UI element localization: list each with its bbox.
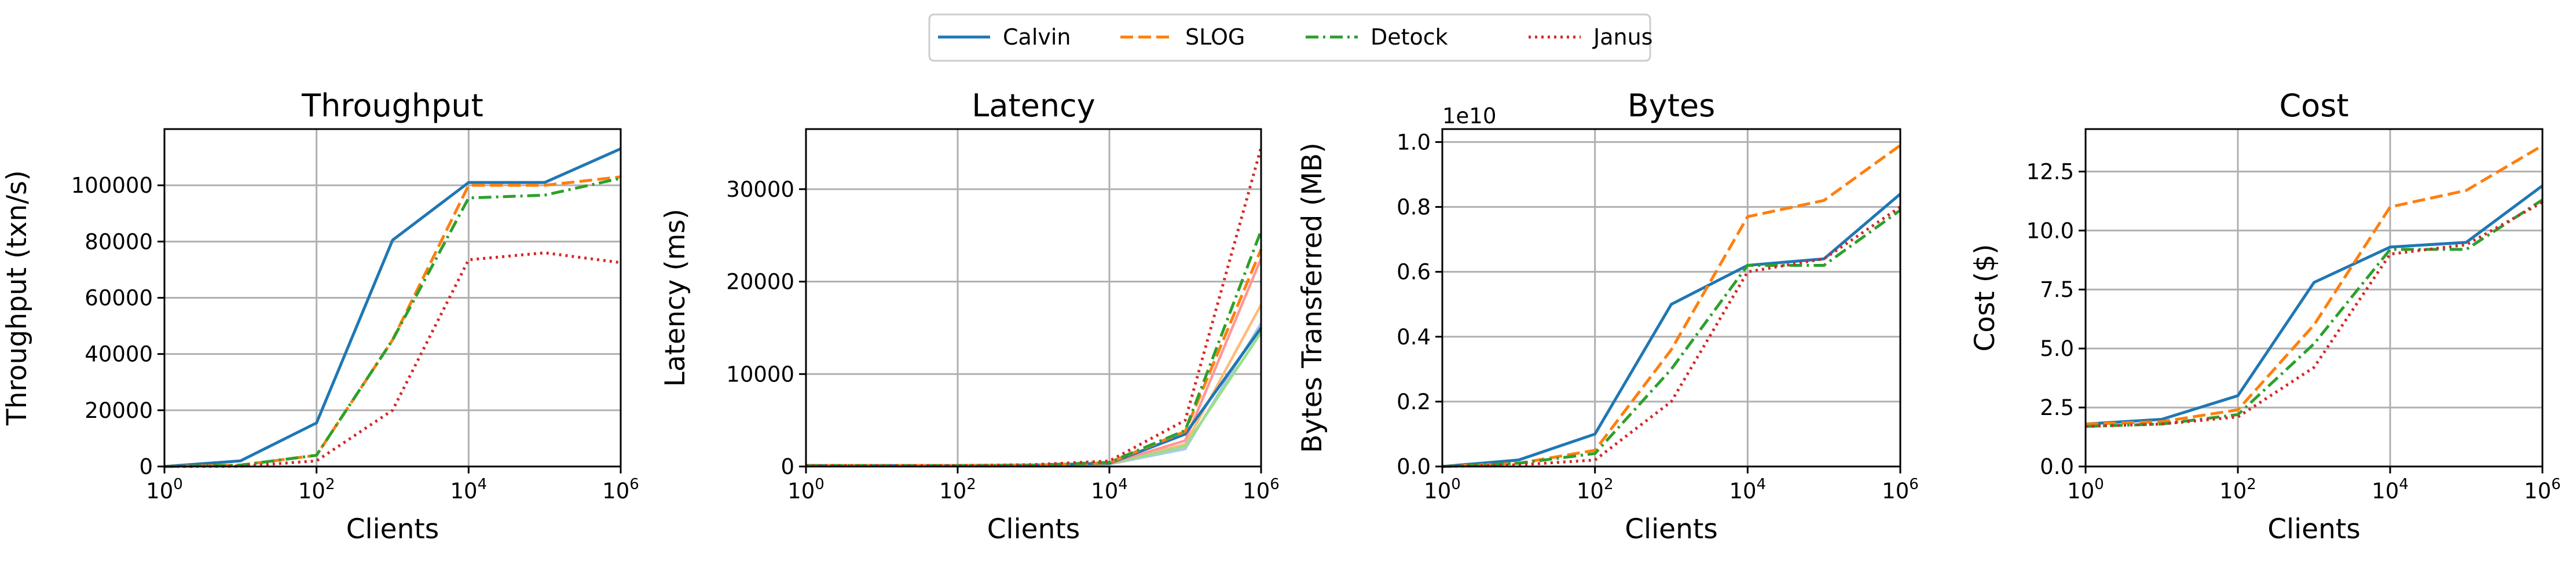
x-axis-label: Clients [346,513,439,545]
series-line-calvin [164,147,622,468]
y-tick-label: 0 [139,454,153,479]
faint-series-line [806,332,1262,467]
y-axis-label: Bytes Transferred (MB) [1296,142,1328,453]
axes-frame [2084,128,2544,468]
y-tick-label: 40000 [85,342,153,367]
axes-frame [1441,128,1901,468]
chart-title: Bytes [1628,87,1716,124]
legend-label-slog: SLOG [1185,24,1245,50]
legend-label-calvin: Calvin [1003,24,1071,50]
y-tick-label: 0.8 [1397,195,1431,220]
y-axis-label: Cost ($) [1969,244,2001,351]
chart-title: Throughput [301,87,483,124]
axes-frame [805,128,1262,468]
chart-panel-throughput: 100 102 104 106 0 20000 40000 60000 80000 100000 T… [1,87,639,545]
series-line-detock [164,177,621,468]
y-tick-label: 1.0 [1397,130,1431,155]
series-line-janus [2085,201,2544,428]
y-tick-label: 0.0 [1397,454,1431,479]
legend-label-detock: Detock [1371,24,1448,50]
x-tick-label: 102 [1577,476,1614,504]
x-tick-label: 100 [146,476,183,504]
x-tick-label: 100 [787,476,825,504]
y-tick-label: 5.0 [2040,336,2074,361]
series-line-janus [1442,205,1901,468]
chart-panel-latency: 100 102 104 106 0 10000 20000 30000 Latency Clien… [659,87,1280,545]
y-tick-label: 0 [781,454,794,479]
chart-panel-cost: 100 102 104 106 0.0 2.5 5.0 7.5 10.0 12.5 Cost Clie… [1969,87,2561,545]
y-tick-label: 7.5 [2040,277,2074,302]
x-tick-label: 106 [2524,476,2561,504]
y-axis-label: Throughput (txn/s) [1,170,33,426]
chart-panels: 100 102 104 106020000400006000080000100000T… [1,87,2561,545]
x-tick-label: 104 [2372,476,2409,504]
y-tick-label: 80000 [85,229,153,254]
x-tick-label: 104 [1729,476,1767,504]
chart-title: Latency [972,87,1095,124]
y-axis-label: Latency (ms) [659,209,691,387]
faint-series-line [806,322,1262,467]
y-tick-label: 0.6 [1397,260,1431,285]
series-line-janus [164,251,621,468]
series-line-detock [1442,209,1901,468]
y-tick-label: 10.0 [2027,218,2074,243]
series-line-janus [806,147,1263,467]
y-tick-label: 20000 [726,270,794,295]
y-tick-label: 30000 [726,177,794,202]
x-tick-label: 100 [1424,476,1461,504]
legend-box [928,13,1651,62]
gridlines [2084,129,2544,468]
x-tick-label: 104 [1091,476,1128,504]
y-tick-label: 60000 [85,286,153,311]
x-tick-label: 106 [1243,476,1280,504]
x-tick-label: 100 [2067,476,2104,504]
y-tick-label: 10000 [726,362,794,387]
y-tick-label: 20000 [85,398,153,423]
series-line-calvin [2085,184,2544,426]
y-offset-text: 1e10 [1442,104,1496,128]
series-line-slog [2085,144,2544,426]
y-tick-label: 0.0 [2040,454,2074,479]
x-tick-label: 106 [602,476,639,504]
legend: Calvin SLOG Detock Janus [928,13,1652,62]
y-tick-label: 100000 [71,173,153,198]
y-tick-label: 0.4 [1397,325,1431,350]
y-tick-label: 0.2 [1397,390,1431,414]
gridlines [1441,129,1901,468]
y-tick-label: 12.5 [2027,159,2074,184]
x-tick-label: 104 [450,476,488,504]
y-tick-label: 2.5 [2040,395,2074,420]
x-axis-label: Clients [987,513,1080,545]
x-tick-label: 102 [298,476,335,504]
series-line-calvin [1442,193,1901,468]
x-axis-label: Clients [2267,513,2361,545]
chart-title: Cost [2279,87,2348,124]
series-line-detock [2085,199,2544,428]
chart-panel-bytes: 100 102 104 106 0.0 0.2 0.4 0.6 0.8 1.0 Bytes Clien… [1296,87,1919,545]
x-tick-label: 102 [939,476,976,504]
series-line-slog [164,175,621,468]
x-axis-label: Clients [1625,513,1718,545]
faint-series-line [806,304,1262,467]
series-line-detock [806,230,1263,467]
legend-label-janus: Janus [1592,24,1652,50]
x-tick-label: 102 [2219,476,2256,504]
x-tick-label: 106 [1882,476,1919,504]
